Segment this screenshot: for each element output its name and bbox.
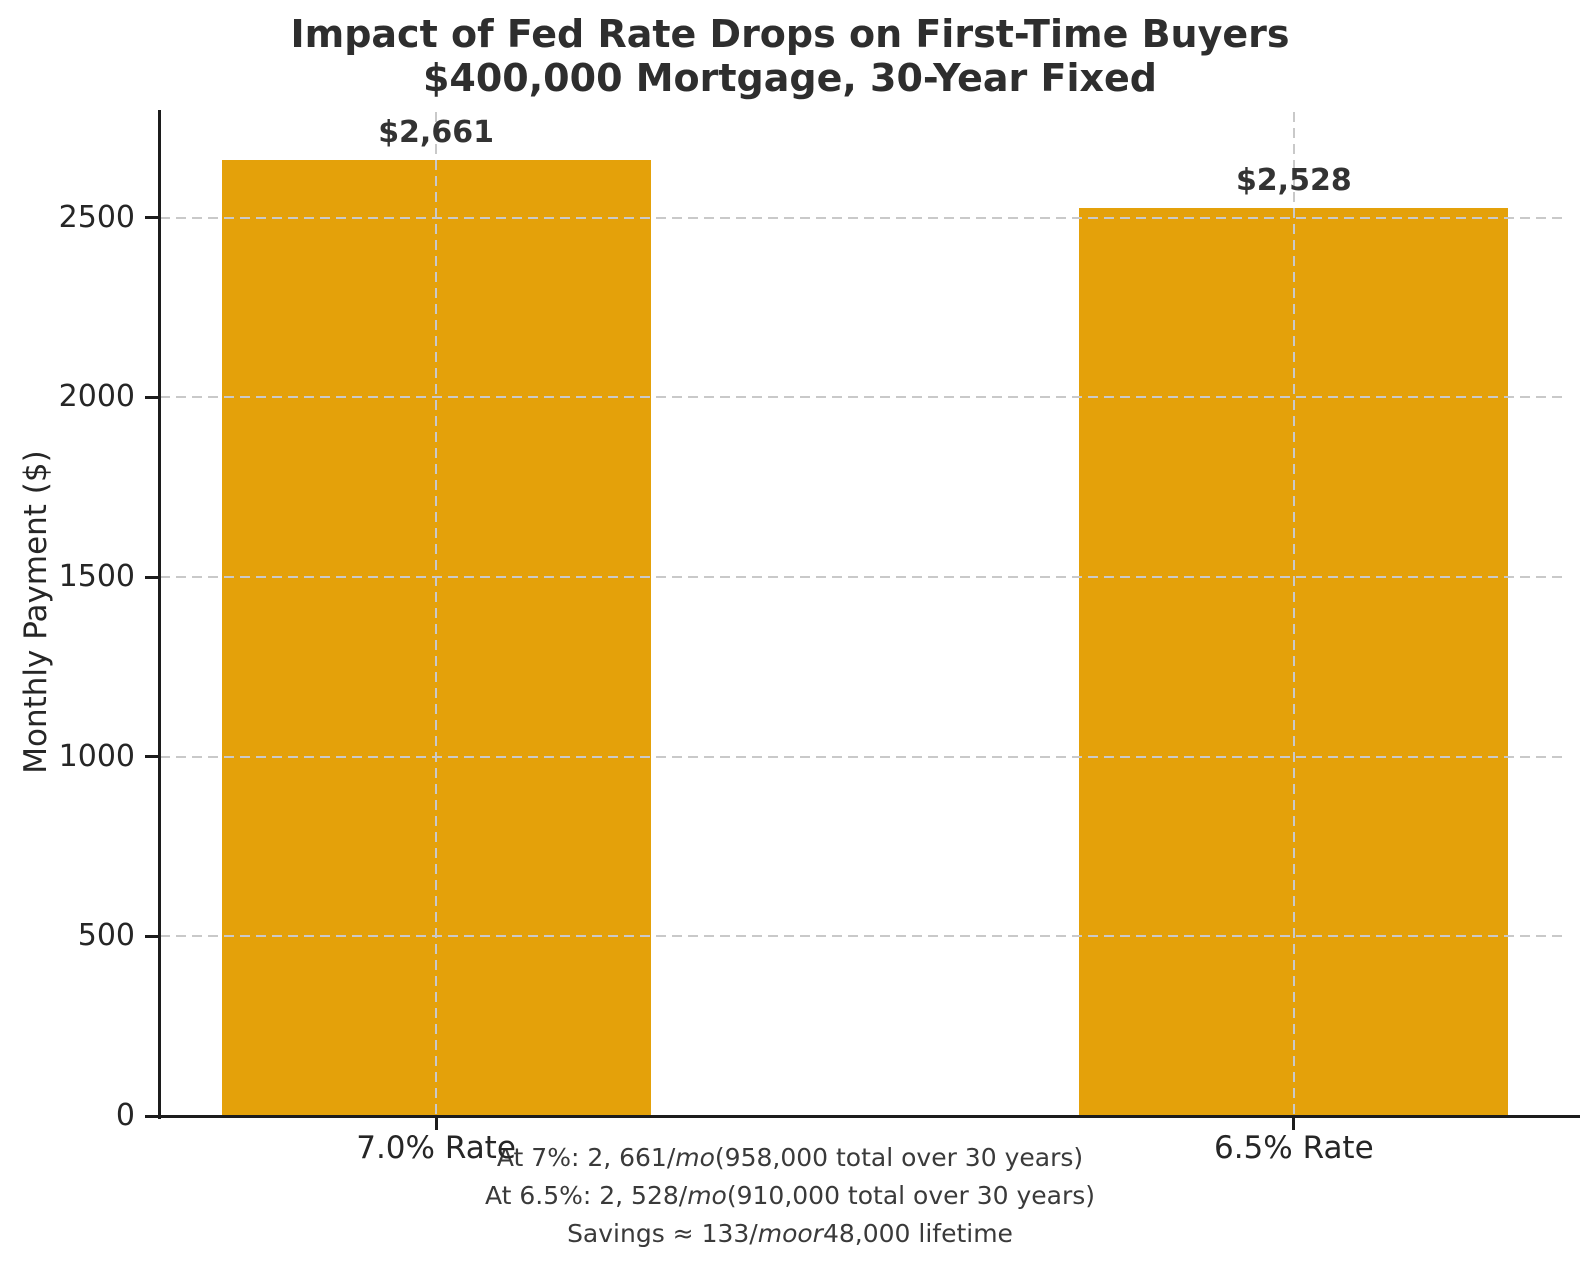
footnote-math-segment: moor — [757, 1219, 823, 1248]
y-axis-label: Monthly Payment ($) — [18, 450, 54, 774]
x-axis-spine — [158, 1115, 1580, 1118]
x-tick-mark-7.0% Rate — [434, 1118, 438, 1130]
chart-title-line1: Impact of Fed Rate Drops on First-Time B… — [290, 12, 1290, 56]
x-tick-mark-6.5% Rate — [1292, 1118, 1296, 1130]
gridline-y-1000 — [160, 755, 1565, 758]
chart-title-line2: $400,000 Mortgage, 30-Year Fixed — [422, 56, 1157, 100]
footnote-text-segment: At 6.5%: 2, 528/ — [484, 1181, 688, 1210]
y-tick-label-1000: 1000 — [58, 738, 135, 774]
plot-area: 0 500 1000 1500 2000 2500 7.0% Rate $2,661 6.5% … — [59, 110, 1580, 1166]
footnote-line-3: Savings ≈ 133/moor48,000 lifetime — [0, 1215, 1580, 1253]
y-tick-mark-1000 — [145, 755, 158, 759]
y-tick-label-1500: 1500 — [58, 559, 135, 595]
y-tick-mark-500 — [145, 934, 158, 938]
y-axis-spine — [158, 110, 161, 1119]
footnote-text-segment: (910,000 total over 30 years) — [726, 1181, 1096, 1210]
x-tick-label-6.5% Rate: 6.5% Rate — [1213, 1130, 1374, 1166]
y-tick-mark-0 — [145, 1114, 158, 1118]
chart-title: Impact of Fed Rate Drops on First-Time B… — [0, 12, 1580, 100]
y-tick-mark-1500 — [145, 575, 158, 579]
footnote-text-segment: Savings ≈ 133/ — [567, 1219, 758, 1248]
gridline-x-6.5% Rate — [1292, 112, 1295, 1116]
y-tick-mark-2000 — [145, 395, 158, 399]
gridline-x-7.0% Rate — [435, 112, 438, 1116]
footnote-annotation: At 7%: 2, 661/mo(958,000 total over 30 y… — [0, 1139, 1580, 1253]
x-tick-label-7.0% Rate: 7.0% Rate — [356, 1130, 516, 1166]
y-tick-label-500: 500 — [77, 918, 135, 954]
footnote-math-segment: mo — [687, 1181, 727, 1210]
footnote-math-segment: mo — [675, 1143, 715, 1172]
gridline-y-2000 — [160, 396, 1565, 399]
footnote-line-2: At 6.5%: 2, 528/mo(910,000 total over 30… — [0, 1177, 1580, 1215]
footnote-text-segment: 48,000 lifetime — [822, 1219, 1013, 1248]
y-tick-mark-2500 — [145, 216, 158, 220]
y-tick-label-2000: 2000 — [58, 379, 135, 415]
footnote-line-1: At 7%: 2, 661/mo(958,000 total over 30 y… — [0, 1139, 1580, 1177]
gridline-y-2500 — [160, 216, 1565, 219]
y-tick-label-0: 0 — [115, 1098, 135, 1133]
gridline-y-1500 — [160, 576, 1565, 579]
bar-value-label-7.0% Rate: $2,661 — [378, 114, 494, 150]
footnote-text-segment: At 7%: 2, 661/ — [496, 1143, 676, 1172]
y-tick-label-2500: 2500 — [58, 199, 135, 235]
gridline-y-500 — [160, 935, 1565, 938]
footnote-text-segment: (958,000 total over 30 years) — [714, 1143, 1084, 1172]
bar-value-label-6.5% Rate: $2,528 — [1235, 162, 1352, 198]
